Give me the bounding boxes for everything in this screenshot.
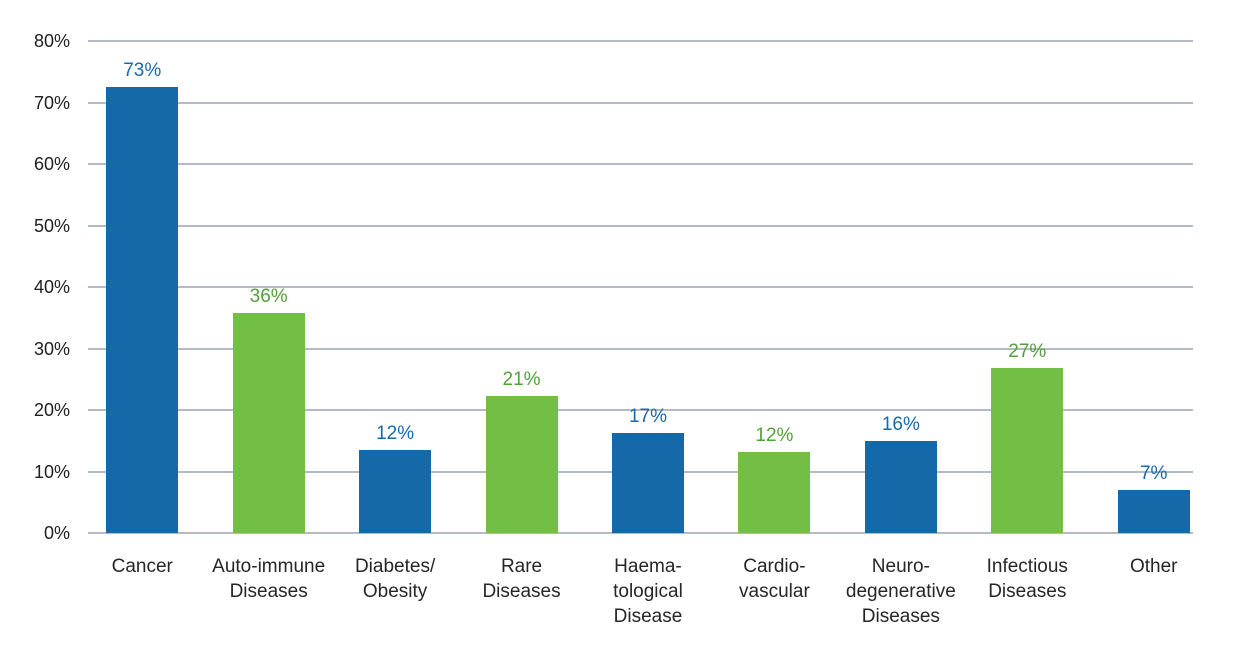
gridline bbox=[88, 409, 1193, 411]
bar-slot: 12% bbox=[332, 41, 458, 533]
bar-slot: 7% bbox=[1091, 41, 1217, 533]
bars-layer: 73% 36% 12% 21% 17% 12% 16% 27% 7% bbox=[79, 41, 1217, 533]
bar-value-label: 12% bbox=[376, 422, 415, 444]
x-axis-label: Cancer bbox=[111, 556, 173, 577]
gridline bbox=[88, 286, 1193, 288]
bar-value-label: 73% bbox=[123, 59, 162, 81]
x-axis-label: Neuro- degenerative Diseases bbox=[845, 556, 956, 627]
gridline bbox=[88, 101, 1193, 104]
bar-value-label: 21% bbox=[502, 369, 541, 391]
bar-slot: 17% bbox=[585, 41, 711, 533]
bar-slot: 36% bbox=[205, 41, 331, 533]
bar-cardiovascular bbox=[738, 451, 811, 533]
gridline bbox=[88, 40, 1193, 42]
y-axis: 0% 10% 20% 30% 40% 50% 60% 70% 80% bbox=[0, 31, 70, 543]
x-axis-label: Auto-immune Diseases bbox=[212, 556, 326, 602]
gridline bbox=[88, 532, 1193, 534]
bar-value-label: 12% bbox=[755, 424, 794, 446]
bar-value-label: 17% bbox=[628, 406, 667, 428]
gridline bbox=[88, 224, 1193, 227]
y-axis-tick-label: 80% bbox=[33, 31, 70, 51]
gridline bbox=[88, 347, 1193, 350]
bar-infectious-diseases bbox=[991, 367, 1064, 533]
x-axis-label: Other bbox=[1129, 556, 1178, 577]
x-axis-label: Infectious Diseases bbox=[986, 556, 1068, 602]
bar-value-label: 36% bbox=[249, 285, 288, 307]
bar-value-label: 16% bbox=[881, 413, 920, 435]
bar-rare-diseases bbox=[485, 396, 558, 533]
y-axis-tick-label: 50% bbox=[33, 215, 70, 236]
bar-haematological-disease bbox=[611, 433, 684, 533]
x-axis-labels: Cancer Auto-immune Diseases Diabetes/ Obes… bbox=[79, 554, 1217, 629]
y-axis-tick-label: 10% bbox=[33, 461, 70, 482]
x-axis-label: Diabetes/ Obesity bbox=[354, 556, 436, 602]
y-axis-tick-label: 30% bbox=[33, 338, 70, 359]
bar-diabetes-obesity bbox=[359, 449, 432, 533]
bar-slot: 73% bbox=[79, 41, 205, 533]
bar-value-label: 7% bbox=[1139, 462, 1168, 484]
y-axis-tick-label: 0% bbox=[43, 523, 70, 543]
x-axis-label: Rare Diseases bbox=[482, 556, 561, 602]
x-axis-label: Cardio- vascular bbox=[739, 556, 810, 602]
bar-slot: 12% bbox=[711, 41, 837, 533]
gridline bbox=[88, 163, 1193, 165]
bar-neurodegenerative-diseases bbox=[864, 440, 937, 533]
x-axis-label: Haema- tological Disease bbox=[613, 556, 683, 627]
y-axis-tick-label: 60% bbox=[33, 154, 70, 174]
y-axis-tick-label: 20% bbox=[33, 400, 70, 420]
bar-cancer bbox=[106, 86, 179, 533]
y-axis-tick-label: 70% bbox=[33, 92, 70, 113]
bar-slot: 27% bbox=[964, 41, 1090, 533]
bar-auto-immune-diseases bbox=[232, 312, 305, 533]
bar-slot: 21% bbox=[458, 41, 584, 533]
bar-value-label: 27% bbox=[1008, 340, 1047, 362]
bar-slot: 16% bbox=[838, 41, 964, 533]
y-axis-tick-label: 40% bbox=[33, 277, 70, 297]
bar-other bbox=[1117, 489, 1190, 533]
